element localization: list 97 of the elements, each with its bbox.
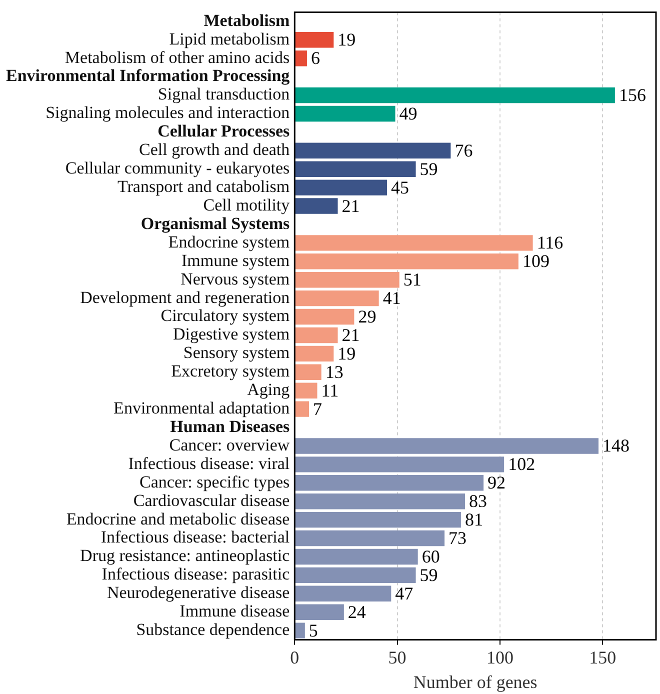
y-tick-label: Lipid metabolism <box>169 29 290 48</box>
y-tick-label: Cellular Processes <box>158 122 290 141</box>
y-tick-label: Cellular community - eukaryotes <box>65 158 290 178</box>
y-tick-label: Transport and catabolism <box>117 177 290 196</box>
data-label: 59 <box>420 564 438 585</box>
bar <box>295 567 416 584</box>
y-tick-label: Neurodegenerative disease <box>106 583 290 602</box>
bar <box>295 475 484 491</box>
x-axis-title: Number of genes <box>413 672 538 692</box>
y-tick-label: Infectious disease: viral <box>128 454 290 473</box>
data-label: 24 <box>348 602 366 622</box>
y-tick-label: Cancer: overview <box>169 435 290 454</box>
y-tick-label: Signaling molecules and interaction <box>46 103 290 122</box>
bar <box>295 198 338 214</box>
y-tick-label: Immune disease <box>180 602 290 621</box>
y-tick-label: Sensory system <box>183 343 290 362</box>
data-label: 59 <box>420 158 438 179</box>
data-label: 41 <box>382 288 401 308</box>
data-label: 45 <box>391 177 410 198</box>
data-label: 47 <box>395 583 414 604</box>
bar <box>295 142 451 158</box>
bar <box>295 548 418 565</box>
y-tick-label: Aging <box>247 380 290 400</box>
y-tick-label: Digestive system <box>173 324 290 344</box>
bar <box>295 382 318 398</box>
x-tick-label: 150 <box>589 647 616 668</box>
y-tick-label: Environmental Information Processing <box>6 66 290 86</box>
data-label: 7 <box>313 398 322 419</box>
y-tick-label: Circulatory system <box>160 306 290 326</box>
bar <box>295 106 396 122</box>
data-label: 102 <box>508 454 536 474</box>
bar <box>295 346 334 362</box>
bar <box>295 456 504 472</box>
y-tick-label: Endocrine and metabolic disease <box>66 509 290 528</box>
data-label: 92 <box>488 472 506 493</box>
y-tick-label: Infectious disease: bacterial <box>100 528 290 547</box>
y-tick-label: Substance dependence <box>136 620 290 640</box>
bar <box>295 586 392 602</box>
data-label: 19 <box>338 30 356 50</box>
y-tick-label: Development and regeneration <box>80 288 290 307</box>
y-tick-label: Cardiovascular disease <box>133 490 290 510</box>
y-tick-label: Infectious disease: parasitic <box>102 564 290 584</box>
data-label: 156 <box>618 85 646 105</box>
y-tick-label: Metabolism of other amino acids <box>64 48 290 67</box>
bar <box>295 235 533 251</box>
x-tick-label: 50 <box>388 647 406 668</box>
y-tick-label: Cell motility <box>203 195 290 214</box>
y-tick-label: Signal transduction <box>158 84 290 104</box>
x-tick-label: 0 <box>290 647 300 668</box>
data-label: 81 <box>464 510 483 530</box>
bar <box>295 512 461 528</box>
bar <box>295 438 599 454</box>
bar <box>295 161 416 177</box>
data-label: 83 <box>469 491 488 512</box>
data-label: 29 <box>358 306 376 327</box>
data-label: 6 <box>310 48 320 68</box>
bar <box>295 254 518 270</box>
data-label: 5 <box>308 620 318 640</box>
y-tick-label: Endocrine system <box>168 232 290 252</box>
data-label: 109 <box>522 251 550 272</box>
data-label: 76 <box>454 140 473 160</box>
data-label: 11 <box>321 380 339 400</box>
y-tick-label: Excretory system <box>171 362 290 381</box>
y-tick-label: Cancer: specific types <box>140 472 290 492</box>
y-tick-label: Nervous system <box>180 269 290 288</box>
bar <box>295 364 322 380</box>
bar <box>295 622 305 638</box>
bar <box>295 50 307 66</box>
x-tick-label: 100 <box>486 647 514 668</box>
bar <box>295 32 334 48</box>
bar <box>295 180 388 196</box>
data-label: 21 <box>342 196 360 216</box>
y-tick-label: Cell growth and death <box>139 140 290 160</box>
y-tick-label: Drug resistance: antineoplastic <box>80 546 290 566</box>
bar <box>295 272 400 288</box>
bar <box>295 327 338 344</box>
y-tick-label: Environmental adaptation <box>114 398 290 418</box>
data-label: 148 <box>602 436 630 456</box>
data-label: 49 <box>399 103 418 124</box>
bar <box>295 530 445 546</box>
bar <box>295 494 466 510</box>
bar <box>295 401 310 417</box>
data-label: 19 <box>338 343 356 364</box>
data-label: 21 <box>342 324 360 345</box>
bar <box>295 290 379 306</box>
bar <box>295 604 344 620</box>
y-tick-label: Immune system <box>182 250 290 270</box>
bar <box>295 87 615 104</box>
data-label: 51 <box>403 270 422 290</box>
bar <box>295 308 354 325</box>
y-tick-label: Human Diseases <box>170 416 290 436</box>
y-tick-label: Organismal Systems <box>140 214 290 233</box>
y-tick-label: Metabolism <box>204 10 290 30</box>
data-label: 13 <box>325 362 344 382</box>
data-label: 60 <box>422 546 440 566</box>
data-label: 116 <box>536 232 564 253</box>
data-label: 73 <box>448 528 467 548</box>
